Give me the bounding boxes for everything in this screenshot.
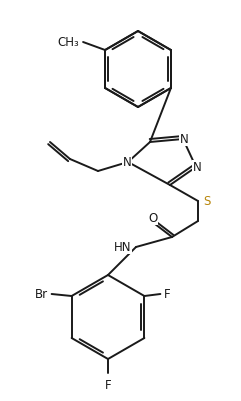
Text: N: N — [193, 161, 201, 174]
Text: O: O — [148, 212, 158, 225]
Text: S: S — [203, 195, 210, 208]
Text: F: F — [105, 378, 111, 391]
Text: CH₃: CH₃ — [57, 36, 79, 49]
Text: N: N — [180, 133, 188, 146]
Text: F: F — [164, 288, 171, 301]
Text: Br: Br — [34, 288, 48, 301]
Text: N: N — [123, 156, 131, 169]
Text: HN: HN — [114, 241, 131, 254]
